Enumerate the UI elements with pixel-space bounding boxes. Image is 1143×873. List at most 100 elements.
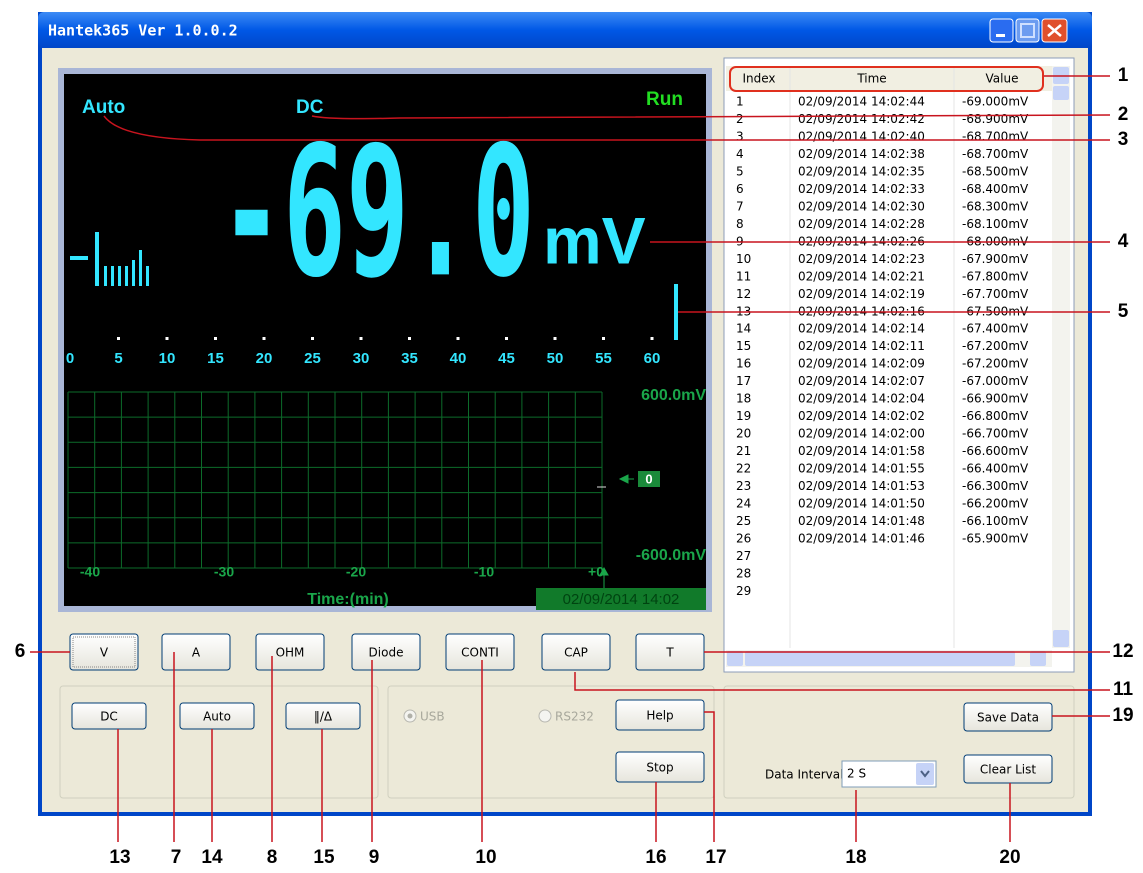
callout-number: 7 xyxy=(171,847,182,868)
table-cell: 12 xyxy=(736,287,751,301)
table-cell: 02/09/2014 14:02:23 xyxy=(798,252,925,266)
mode-button-label: A xyxy=(192,646,201,660)
table-cell: -67.200mV xyxy=(962,357,1029,371)
table-cell: 02/09/2014 14:02:21 xyxy=(798,269,925,283)
radio[interactable] xyxy=(538,709,552,723)
title-bar xyxy=(38,12,1092,48)
help-button-label: Help xyxy=(646,709,673,723)
scale-dot xyxy=(311,337,314,340)
table-cell: 24 xyxy=(736,497,751,511)
bar-segment xyxy=(139,250,142,286)
maximize-icon xyxy=(1020,23,1035,38)
scale-dot xyxy=(408,337,411,340)
table-cell: 23 xyxy=(736,479,751,493)
scale-label: 10 xyxy=(159,350,176,367)
zero-marker: 0 xyxy=(645,471,652,486)
select-arrow[interactable] xyxy=(916,763,934,785)
callout-number: 6 xyxy=(15,641,26,662)
table-cell: -68.900mV xyxy=(962,112,1029,126)
table-cell: 02/09/2014 14:02:19 xyxy=(798,287,925,301)
radio-label: USB xyxy=(420,710,445,724)
mode-button-label: CAP xyxy=(564,646,588,660)
bar-segment xyxy=(118,266,121,286)
trend-x-title: Time:(min) xyxy=(307,591,388,608)
table-cell: 02/09/2014 14:02:44 xyxy=(798,95,925,109)
bar-minus xyxy=(70,256,88,260)
unit: mV xyxy=(543,203,646,277)
scroll-down[interactable] xyxy=(1053,630,1069,647)
scale-label: 20 xyxy=(256,350,273,367)
trend-x-label: -30 xyxy=(214,564,234,580)
table-cell: 29 xyxy=(736,584,751,598)
function-button-label: ‖/Δ xyxy=(314,710,333,724)
bar-end xyxy=(674,284,678,340)
h-scroll-thumb[interactable] xyxy=(745,651,1015,666)
scale-label: 45 xyxy=(498,350,515,367)
scroll-left[interactable] xyxy=(727,651,743,666)
scale-label: 30 xyxy=(353,350,370,367)
table-cell: 17 xyxy=(736,374,751,388)
help-button[interactable] xyxy=(615,699,705,731)
table-cell: 02/09/2014 14:02:09 xyxy=(798,357,925,371)
table-cell: 28 xyxy=(736,566,751,580)
minimize-button[interactable] xyxy=(989,18,1014,43)
callout-number: 16 xyxy=(645,847,666,868)
mode-button[interactable] xyxy=(541,633,611,671)
table-cell: -66.700mV xyxy=(962,427,1029,441)
callout-number: 11 xyxy=(1113,679,1134,700)
function-button-label: Auto xyxy=(203,710,231,724)
clear-button[interactable] xyxy=(963,754,1053,784)
maximize-button[interactable] xyxy=(1015,18,1040,43)
table-cell: 25 xyxy=(736,514,751,528)
scale-dot xyxy=(117,337,120,340)
table-cell: 10 xyxy=(736,252,751,266)
scale-dot xyxy=(456,337,460,340)
callout-number: 20 xyxy=(999,847,1020,868)
callout-number: 8 xyxy=(267,847,278,868)
table-cell: 3 xyxy=(736,129,744,143)
scale-dot xyxy=(262,337,266,340)
close-icon xyxy=(1047,24,1062,37)
function-button[interactable] xyxy=(71,702,147,730)
scroll-right[interactable] xyxy=(1030,651,1046,666)
table-cell: -66.900mV xyxy=(962,392,1029,406)
callout-number: 2 xyxy=(1118,104,1129,125)
column-header: Index xyxy=(742,72,775,86)
mode-button-label: V xyxy=(100,646,109,660)
table-cell: -67.200mV xyxy=(962,339,1029,353)
bar-start xyxy=(95,232,99,286)
save-button[interactable] xyxy=(963,702,1053,732)
mode-button[interactable] xyxy=(445,633,515,671)
scale-dot xyxy=(602,337,605,340)
mode-button[interactable] xyxy=(351,633,421,671)
table-cell: -67.900mV xyxy=(962,252,1029,266)
bar-segment xyxy=(111,266,114,286)
table-cell: 02/09/2014 14:01:50 xyxy=(798,497,925,511)
callout-number: 12 xyxy=(1112,641,1133,662)
clear-button-label: Clear List xyxy=(980,763,1036,777)
table-cell: -69.000mV xyxy=(962,95,1029,109)
scroll-thumb[interactable] xyxy=(1053,86,1069,100)
mode-button[interactable] xyxy=(255,633,325,671)
mode-button[interactable] xyxy=(161,633,231,671)
function-group xyxy=(59,685,379,799)
table-cell: 02/09/2014 14:01:53 xyxy=(798,479,925,493)
mode-button-label: CONTI xyxy=(461,646,499,660)
table-cell: 02/09/2014 14:02:40 xyxy=(798,129,925,143)
table-cell: 02/09/2014 14:02:33 xyxy=(798,182,925,196)
trend-x-label: -10 xyxy=(474,564,494,580)
scale-label: 0 xyxy=(66,350,74,367)
scale-dot xyxy=(650,337,654,340)
scale-dot xyxy=(165,337,169,340)
trend-x-label: -40 xyxy=(80,564,100,580)
radio-dot xyxy=(407,713,413,719)
function-button[interactable] xyxy=(179,702,255,730)
column-header: Time xyxy=(856,72,886,86)
stop-button[interactable] xyxy=(615,751,705,783)
mode-button-label: Diode xyxy=(369,646,404,660)
function-button[interactable] xyxy=(285,702,361,730)
function-button-label: DC xyxy=(100,710,118,724)
table-cell: 02/09/2014 14:01:55 xyxy=(798,462,925,476)
